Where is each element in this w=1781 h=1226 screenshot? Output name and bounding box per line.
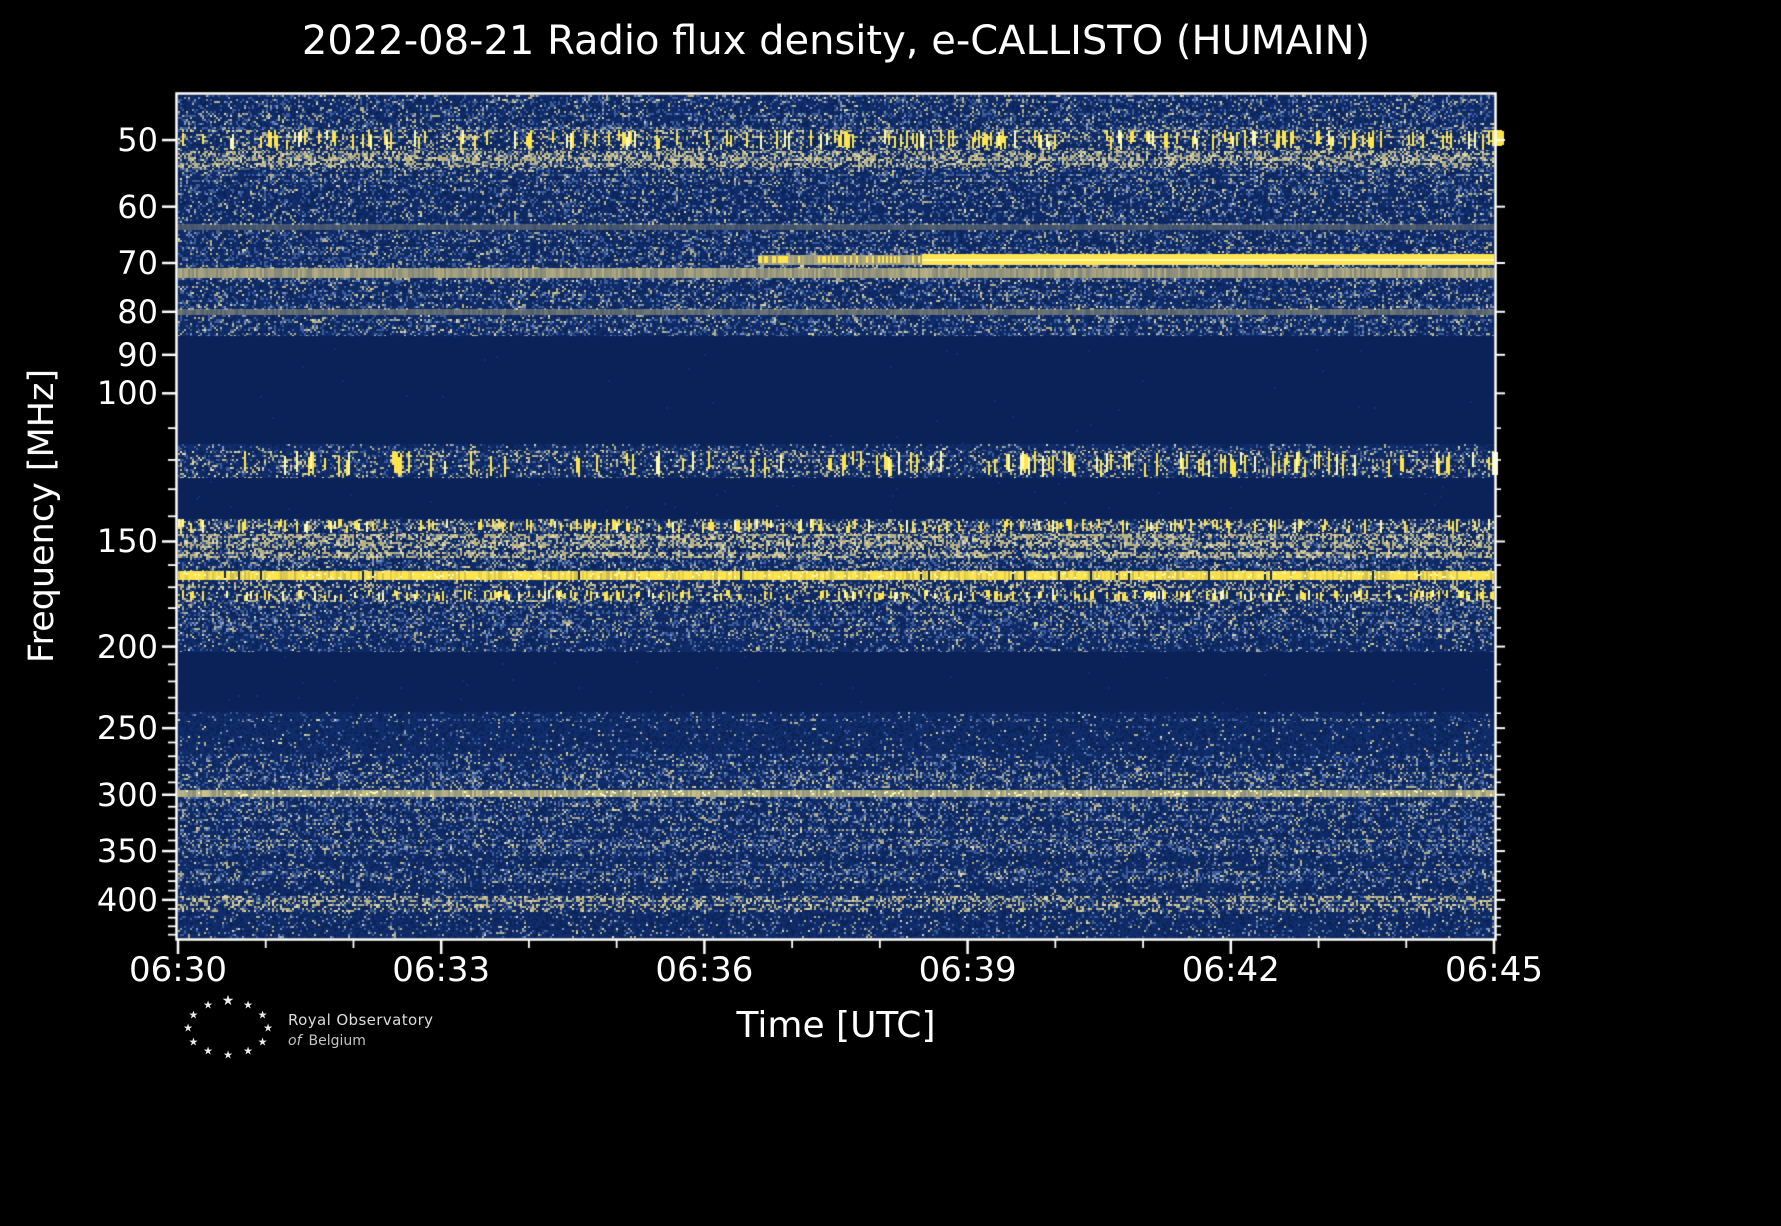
rob-logo-text-belgium: Belgium <box>308 1033 366 1049</box>
rob-logo-text-line2: of Belgium <box>288 1033 366 1049</box>
rob-logo-text-of: of <box>288 1033 302 1049</box>
rob-logo-star-icon: ★ <box>223 1048 233 1062</box>
rob-logo-star-icon: ★ <box>243 998 253 1012</box>
rob-logo-star-icon: ★ <box>257 1008 268 1021</box>
rob-logo-star-icon: ★ <box>263 1021 273 1035</box>
x-axis-label: Time [UTC] <box>736 1005 936 1046</box>
rob-logo-text-line1: Royal Observatory <box>288 1011 434 1029</box>
rob-logo-star-icon: ★ <box>203 998 213 1012</box>
rob-logo-star-icon: ★ <box>243 1044 253 1058</box>
chart-title: 2022-08-21 Radio flux density, e-CALLIST… <box>301 18 1371 64</box>
rob-logo-star-icon: ★ <box>183 1021 193 1035</box>
rob-logo-star-icon: ★ <box>221 993 235 1009</box>
rob-logo-star-icon: ★ <box>257 1035 268 1048</box>
y-axis-label: Frequency [MHz] <box>22 368 62 664</box>
rob-logo-star-icon: ★ <box>188 1008 199 1021</box>
rob-logo-star-icon: ★ <box>188 1035 199 1048</box>
rob-logo-star-icon: ★ <box>203 1044 213 1058</box>
